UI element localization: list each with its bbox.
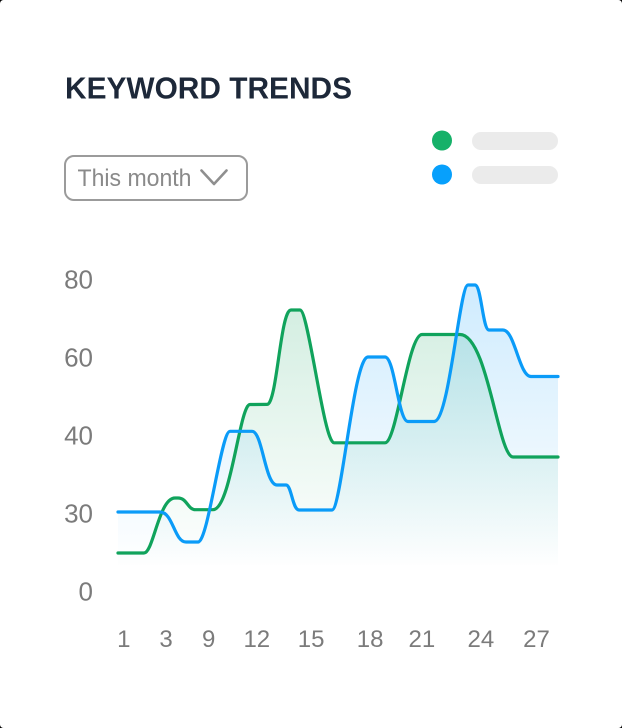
svg-text:80: 80	[64, 265, 93, 295]
svg-text:15: 15	[298, 626, 325, 653]
svg-text:1: 1	[117, 626, 130, 653]
svg-text:60: 60	[64, 343, 93, 373]
svg-text:24: 24	[468, 626, 495, 653]
svg-text:12: 12	[243, 626, 270, 653]
svg-text:30: 30	[64, 499, 93, 529]
svg-text:0: 0	[79, 577, 93, 607]
svg-text:9: 9	[202, 626, 215, 653]
svg-text:40: 40	[64, 421, 93, 451]
svg-text:KEYWORD TRENDS: KEYWORD TRENDS	[65, 71, 352, 106]
svg-text:18: 18	[357, 626, 384, 653]
svg-text:This month: This month	[78, 165, 192, 192]
svg-text:21: 21	[409, 626, 436, 653]
svg-text:27: 27	[523, 626, 550, 653]
svg-text:3: 3	[159, 626, 172, 653]
